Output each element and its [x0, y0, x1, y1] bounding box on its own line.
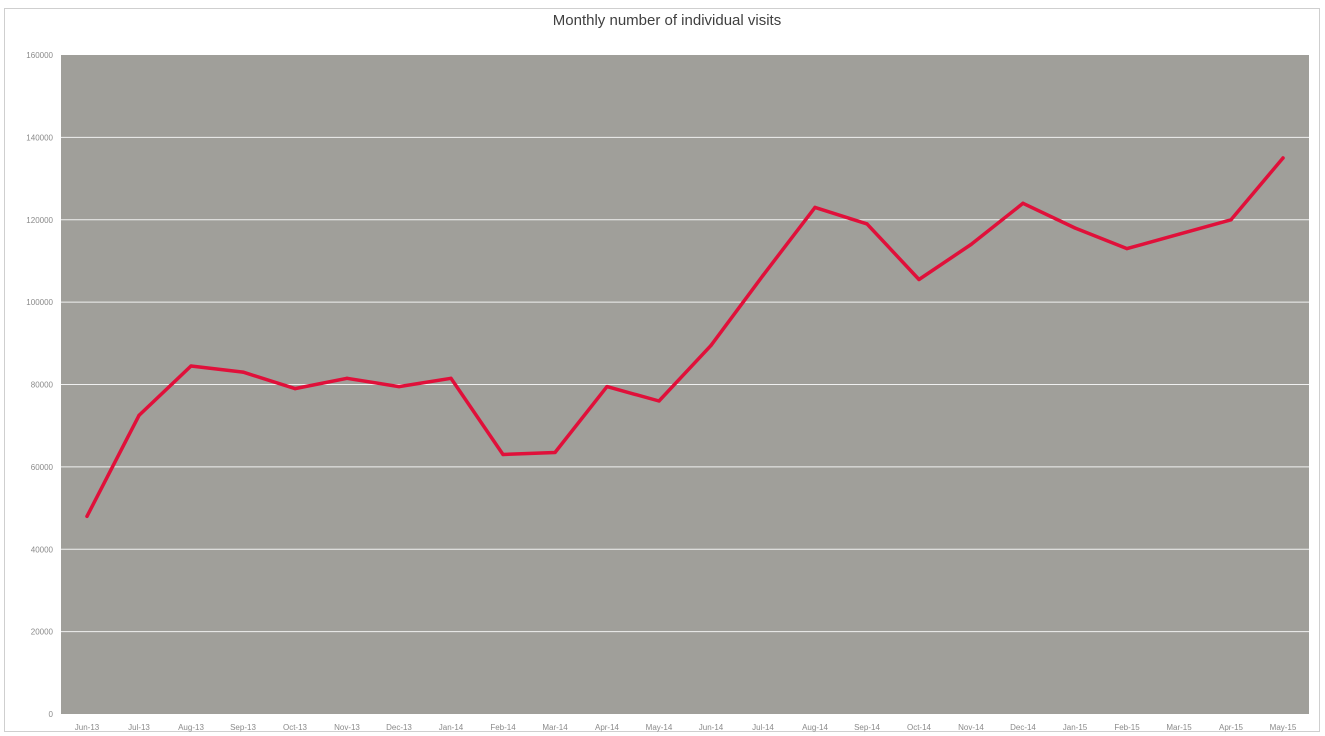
- x-tick-label: May-14: [646, 723, 673, 732]
- x-tick-label: Jan-14: [439, 723, 464, 732]
- x-tick-label: Jul-13: [128, 723, 150, 732]
- x-tick-label: Nov-13: [334, 723, 360, 732]
- x-tick-label: May-15: [1270, 723, 1297, 732]
- data-point: [1073, 226, 1077, 230]
- y-axis-ticks: 0 20000 40000 60000 80000 100000 120000 140000 1…: [26, 51, 53, 719]
- data-point: [1021, 201, 1025, 205]
- y-tick-label: 160000: [26, 51, 53, 60]
- data-point: [865, 222, 869, 226]
- data-point: [345, 376, 349, 380]
- y-tick-label: 100000: [26, 298, 53, 307]
- y-tick-label: 80000: [31, 381, 54, 390]
- data-point: [501, 452, 505, 457]
- y-tick-label: 0: [49, 710, 54, 719]
- x-tick-label: Apr-15: [1219, 723, 1244, 732]
- y-tick-label: 140000: [26, 133, 53, 142]
- data-point: [1177, 232, 1181, 236]
- x-tick-label: Jun-13: [75, 723, 100, 732]
- x-tick-label: Apr-14: [595, 723, 620, 732]
- x-tick-label: Feb-14: [490, 723, 516, 732]
- y-tick-label: 40000: [31, 545, 54, 554]
- chart-title: Monthly number of individual visits: [552, 12, 782, 29]
- x-tick-label: Aug-13: [178, 723, 204, 732]
- data-point: [1125, 246, 1129, 251]
- data-point: [969, 242, 973, 247]
- data-point: [605, 384, 609, 389]
- x-tick-label: Jun-14: [699, 723, 724, 732]
- y-tick-label: 20000: [31, 628, 54, 637]
- x-tick-label: Mar-15: [1166, 723, 1192, 732]
- x-tick-label: Aug-14: [802, 723, 828, 732]
- data-point: [917, 277, 921, 282]
- x-tick-label: Sep-13: [230, 723, 256, 732]
- data-point: [553, 450, 557, 455]
- data-point: [189, 364, 193, 368]
- data-point: [657, 399, 661, 403]
- data-point: [709, 343, 713, 347]
- x-tick-label: Nov-14: [958, 723, 984, 732]
- x-tick-label: Mar-14: [542, 723, 568, 732]
- series-group: [85, 156, 1285, 519]
- data-point: [137, 413, 141, 417]
- data-point: [1281, 156, 1285, 160]
- data-point: [85, 514, 89, 518]
- x-axis-ticks: Jun-13 Jul-13 Aug-13 Sep-13 Oct-13 Nov-13 Dec-…: [75, 723, 1297, 732]
- data-point: [761, 273, 765, 277]
- x-tick-label: Jul-14: [752, 723, 774, 732]
- data-point: [449, 376, 453, 380]
- x-tick-label: Dec-13: [386, 723, 412, 732]
- x-tick-label: Jan-15: [1063, 723, 1088, 732]
- x-tick-label: Feb-15: [1114, 723, 1140, 732]
- x-tick-label: Dec-14: [1010, 723, 1036, 732]
- data-point: [241, 370, 245, 374]
- x-tick-label: Oct-14: [907, 723, 932, 732]
- y-tick-label: 120000: [26, 216, 53, 225]
- gridlines: [61, 136, 1309, 633]
- data-point: [1229, 218, 1233, 222]
- series-line: [85, 156, 1285, 519]
- data-point: [397, 384, 401, 389]
- data-point: [813, 205, 817, 209]
- x-tick-label: Sep-14: [854, 723, 880, 732]
- y-tick-label: 60000: [31, 463, 54, 472]
- x-tick-label: Oct-13: [283, 723, 308, 732]
- data-point: [293, 387, 297, 391]
